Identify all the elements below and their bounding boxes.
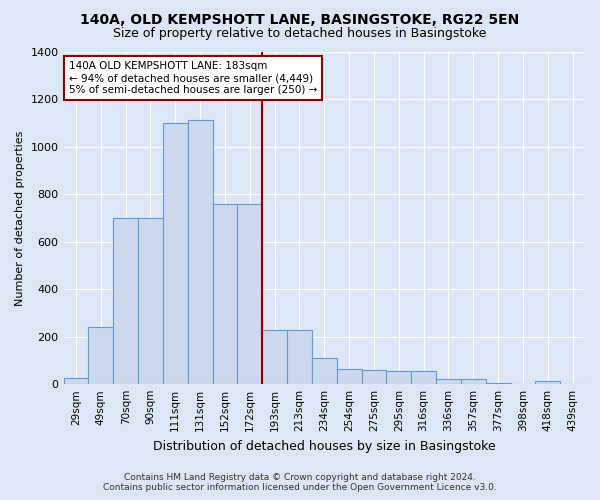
Bar [436, 380, 461, 384]
Bar [362, 370, 386, 384]
Bar [386, 371, 411, 384]
Bar [188, 120, 212, 384]
Text: 140A, OLD KEMPSHOTT LANE, BASINGSTOKE, RG22 5EN: 140A, OLD KEMPSHOTT LANE, BASINGSTOKE, R… [80, 12, 520, 26]
Bar [312, 358, 337, 384]
Bar [485, 383, 511, 384]
Bar [287, 330, 312, 384]
Text: Size of property relative to detached houses in Basingstoke: Size of property relative to detached ho… [113, 28, 487, 40]
Bar [163, 123, 188, 384]
Bar [88, 327, 113, 384]
Bar [238, 204, 262, 384]
Bar [337, 368, 362, 384]
Text: 140A OLD KEMPSHOTT LANE: 183sqm
← 94% of detached houses are smaller (4,449)
5% : 140A OLD KEMPSHOTT LANE: 183sqm ← 94% of… [69, 62, 317, 94]
Bar [64, 378, 88, 384]
Bar [535, 380, 560, 384]
Bar [461, 380, 485, 384]
X-axis label: Distribution of detached houses by size in Basingstoke: Distribution of detached houses by size … [153, 440, 496, 452]
Bar [411, 371, 436, 384]
Bar [262, 330, 287, 384]
Text: Contains HM Land Registry data © Crown copyright and database right 2024.
Contai: Contains HM Land Registry data © Crown c… [103, 473, 497, 492]
Bar [138, 218, 163, 384]
Bar [113, 218, 138, 384]
Bar [212, 204, 238, 384]
Y-axis label: Number of detached properties: Number of detached properties [15, 130, 25, 306]
